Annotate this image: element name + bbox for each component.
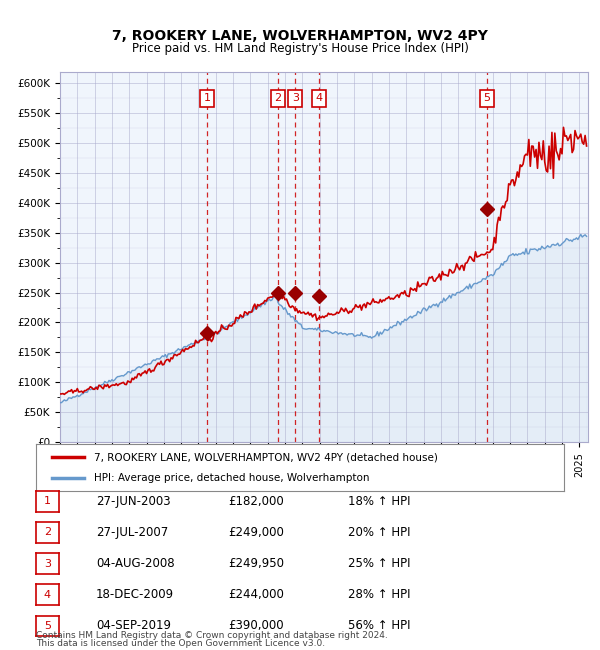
Text: 1: 1	[203, 94, 211, 103]
Text: HPI: Average price, detached house, Wolverhampton: HPI: Average price, detached house, Wolv…	[94, 473, 370, 483]
Text: £182,000: £182,000	[228, 495, 284, 508]
Text: 4: 4	[316, 94, 323, 103]
Text: 27-JUL-2007: 27-JUL-2007	[96, 526, 168, 539]
Text: Contains HM Land Registry data © Crown copyright and database right 2024.: Contains HM Land Registry data © Crown c…	[36, 631, 388, 640]
Text: 18-DEC-2009: 18-DEC-2009	[96, 588, 174, 601]
Text: 1: 1	[44, 496, 51, 506]
Text: 3: 3	[292, 94, 299, 103]
Text: 2: 2	[274, 94, 281, 103]
Text: £244,000: £244,000	[228, 588, 284, 601]
Text: This data is licensed under the Open Government Licence v3.0.: This data is licensed under the Open Gov…	[36, 639, 325, 648]
Text: 20% ↑ HPI: 20% ↑ HPI	[348, 526, 410, 539]
Text: £249,000: £249,000	[228, 526, 284, 539]
Text: £390,000: £390,000	[228, 619, 284, 632]
Text: 5: 5	[44, 621, 51, 631]
Text: 25% ↑ HPI: 25% ↑ HPI	[348, 557, 410, 570]
Text: 7, ROOKERY LANE, WOLVERHAMPTON, WV2 4PY: 7, ROOKERY LANE, WOLVERHAMPTON, WV2 4PY	[112, 29, 488, 44]
Text: 28% ↑ HPI: 28% ↑ HPI	[348, 588, 410, 601]
Text: Price paid vs. HM Land Registry's House Price Index (HPI): Price paid vs. HM Land Registry's House …	[131, 42, 469, 55]
Text: 4: 4	[44, 590, 51, 600]
Text: 7, ROOKERY LANE, WOLVERHAMPTON, WV2 4PY (detached house): 7, ROOKERY LANE, WOLVERHAMPTON, WV2 4PY …	[94, 452, 438, 462]
Text: 18% ↑ HPI: 18% ↑ HPI	[348, 495, 410, 508]
Text: 3: 3	[44, 558, 51, 569]
Text: 04-AUG-2008: 04-AUG-2008	[96, 557, 175, 570]
Text: 5: 5	[484, 94, 491, 103]
Text: 27-JUN-2003: 27-JUN-2003	[96, 495, 170, 508]
Text: £249,950: £249,950	[228, 557, 284, 570]
Text: 56% ↑ HPI: 56% ↑ HPI	[348, 619, 410, 632]
Text: 04-SEP-2019: 04-SEP-2019	[96, 619, 171, 632]
Text: 2: 2	[44, 527, 51, 538]
